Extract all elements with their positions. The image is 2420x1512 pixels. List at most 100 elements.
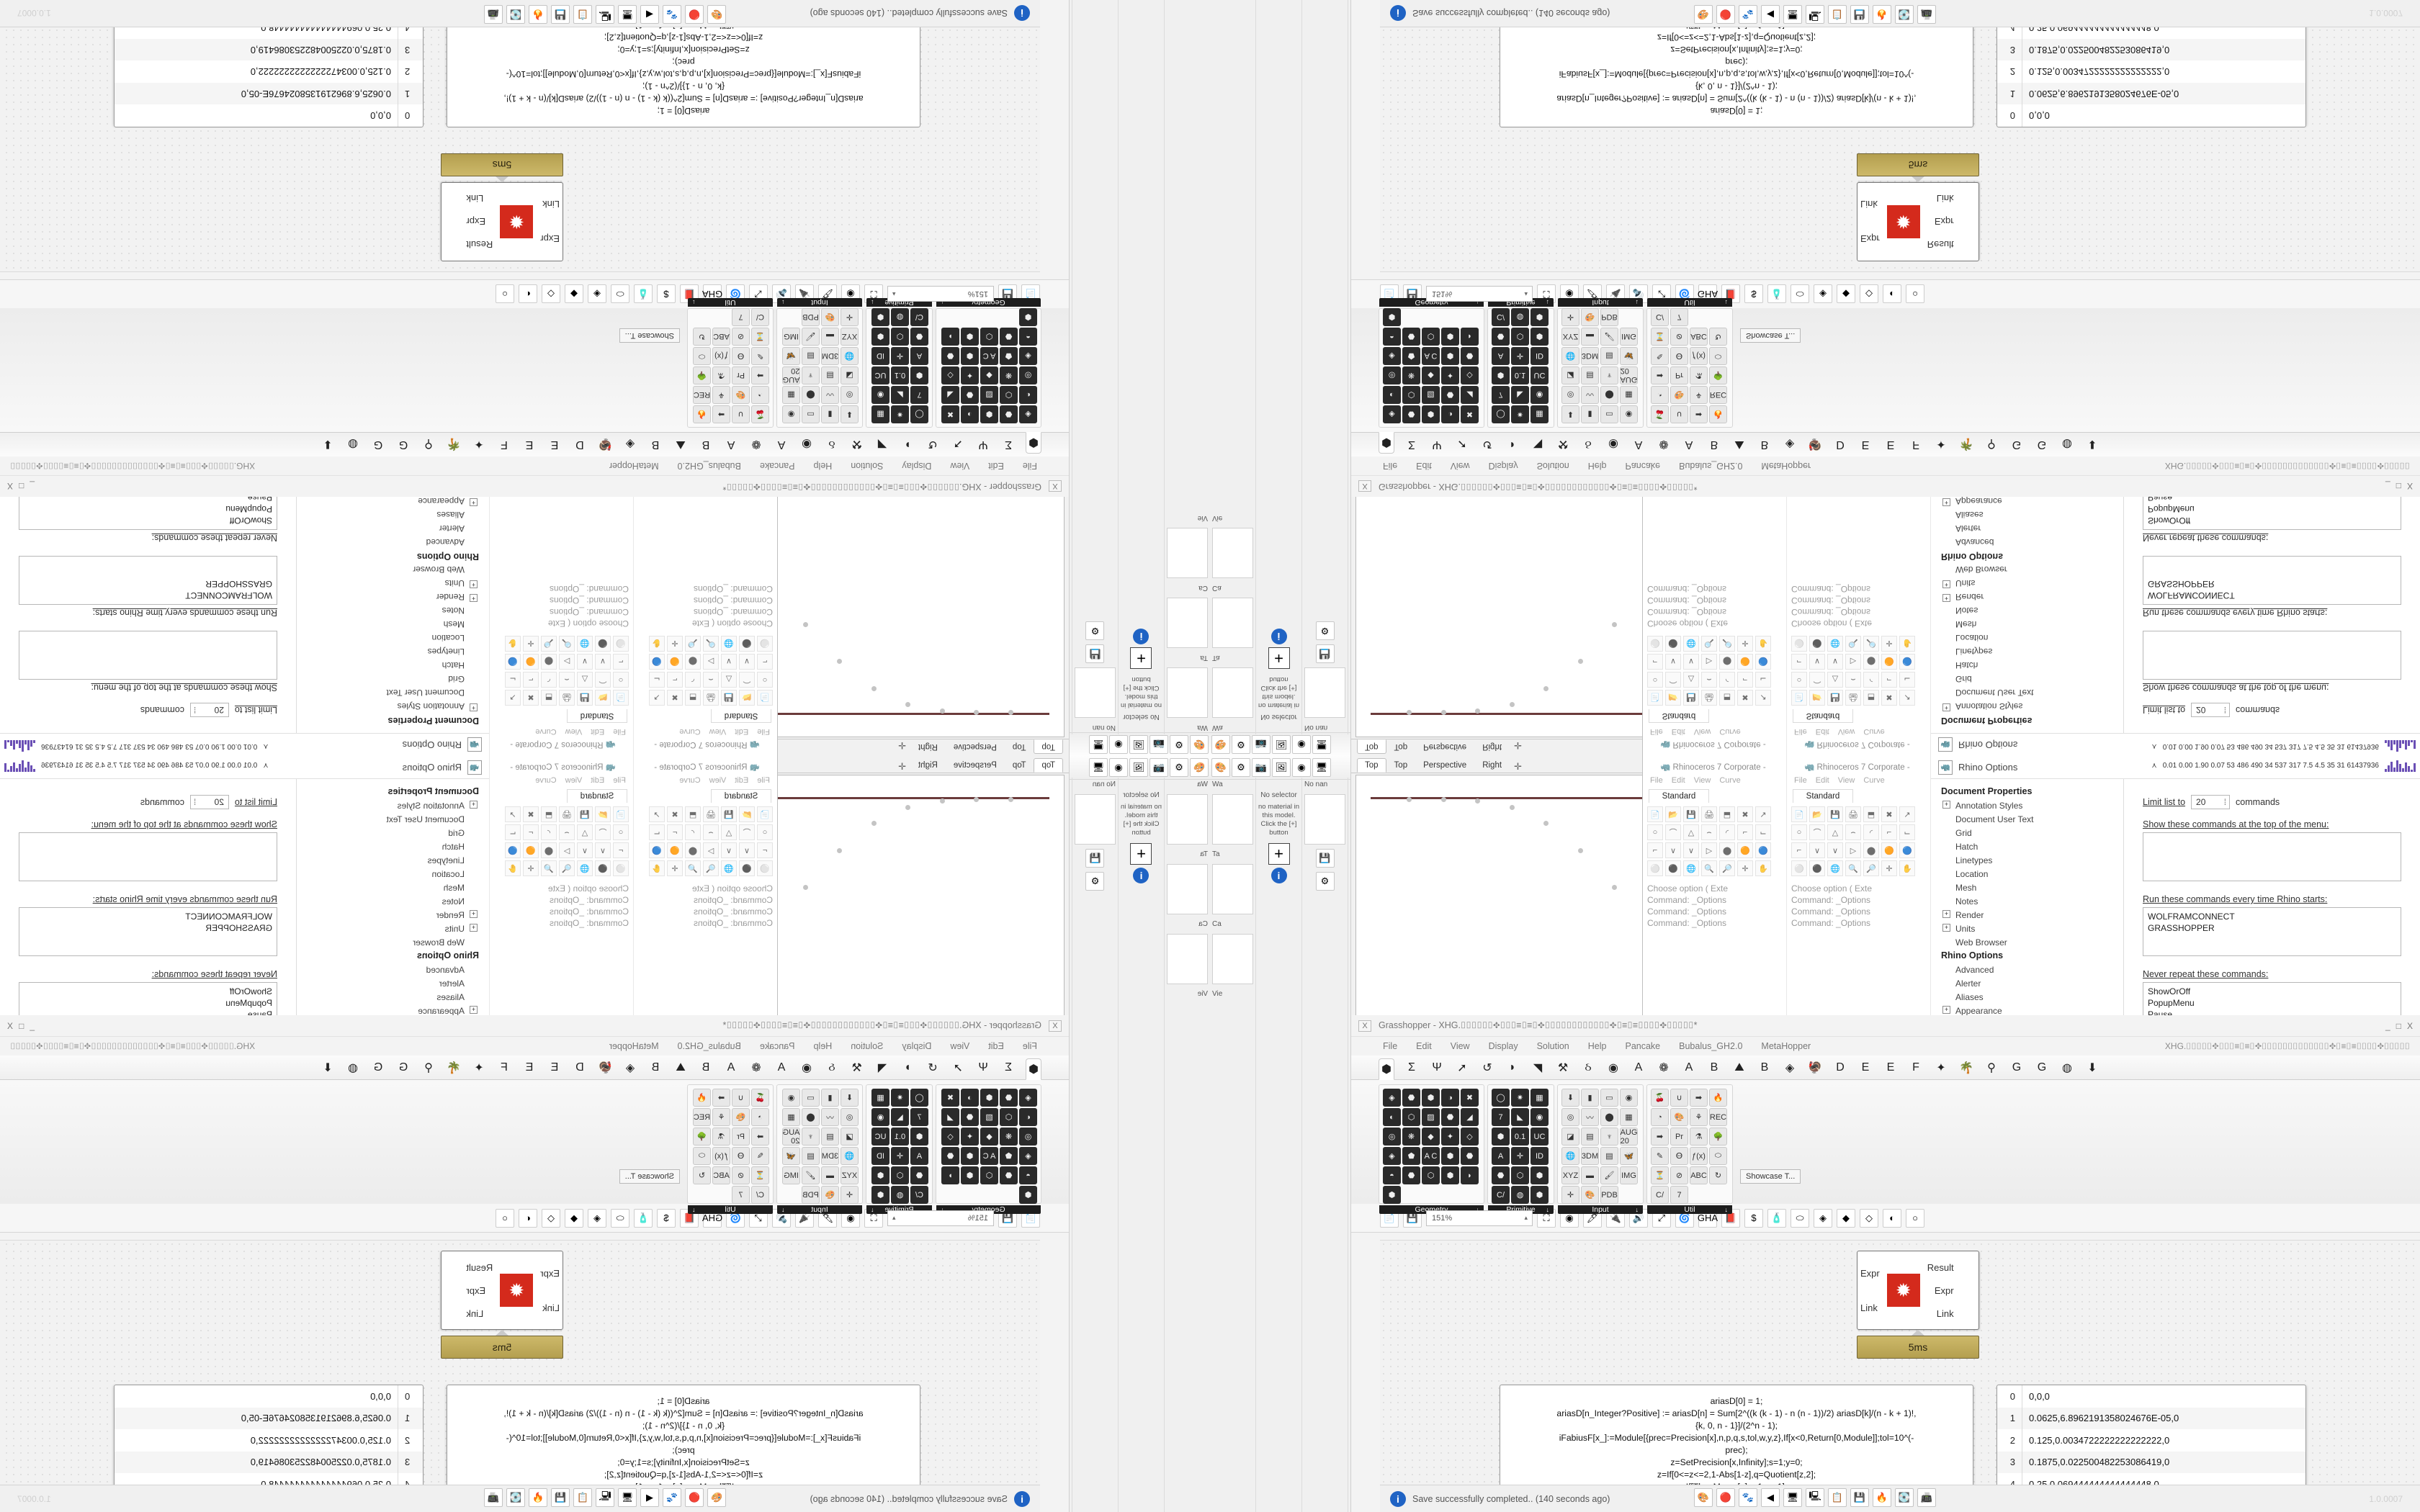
taskbar-icon-3[interactable]: ◀ — [1761, 1488, 1780, 1507]
ribbon-component-icon[interactable]: 0.1 — [1511, 1128, 1529, 1146]
ribbon-component-icon[interactable]: ◔ — [1651, 1108, 1669, 1126]
ribbon-component-icon[interactable]: ⬢ — [980, 405, 998, 423]
viewport-tab-right[interactable]: Right — [1482, 742, 1502, 751]
shape-b-icon[interactable]: ◈ — [1814, 1208, 1832, 1228]
ribbon-component-icon[interactable]: ⬢ — [1531, 1186, 1549, 1204]
ribbon-component-icon[interactable]: ▭ — [802, 1089, 820, 1107]
ribbon-component-icon[interactable]: ⬢ — [871, 1166, 889, 1184]
options-tree-location[interactable]: Location — [297, 867, 489, 881]
ribbon-component-icon[interactable]: ➡ — [1690, 1089, 1708, 1107]
addon-b1-tab[interactable]: B — [702, 438, 710, 451]
shape-d-icon[interactable]: ◇ — [542, 284, 560, 304]
expand-icon[interactable]: + — [1942, 594, 1950, 602]
circle-dash-icon[interactable]: ○ — [1906, 284, 1924, 304]
maths-tab[interactable]: Σ — [1005, 438, 1012, 451]
shape-b-icon[interactable]: ◈ — [1814, 284, 1832, 304]
ribbon-component-icon[interactable]: ⬢ — [961, 328, 979, 346]
viewport-tab-perspective[interactable]: Perspective — [953, 761, 997, 770]
options-tree-hatch[interactable]: Hatch — [1931, 840, 2123, 853]
ribbon-component-icon[interactable]: ◎ — [1019, 1128, 1037, 1146]
vector-tab[interactable]: ➚ — [1457, 1061, 1467, 1074]
port-result-out[interactable]: Result — [1927, 1261, 1954, 1273]
ribbon-component-icon[interactable]: ✖ — [941, 405, 959, 423]
display-icon[interactable]: 🖼 — [1272, 735, 1291, 754]
gh-menu-file[interactable]: File — [1022, 1041, 1037, 1051]
grasshopper-code-panel[interactable]: ariasD[0] = 1; ariasD[n_Integer?Positive… — [447, 27, 920, 127]
save-icon[interactable]: 💾 — [1085, 644, 1105, 663]
side-panel-icon-row[interactable]: 🎨 ⚙ 📷 🖼 ◉ 🖥 — [1210, 732, 1350, 756]
ribbon-component-icon[interactable]: ⊘ — [732, 328, 750, 346]
ribbon-component-icon[interactable]: ◣ — [1511, 386, 1529, 404]
ribbon-component-icon[interactable]: ✷ — [891, 1089, 909, 1107]
addon-b2-tab[interactable]: ⛰ — [676, 438, 686, 451]
addon-c-tab[interactable]: 🦃 — [1808, 438, 1822, 451]
ribbon-component-icon[interactable]: ◎ — [1383, 1128, 1401, 1146]
gh-menu-pancake[interactable]: Pancake — [1625, 1041, 1661, 1051]
options-tree-hatch[interactable]: Hatch — [1931, 659, 2123, 672]
close-window-icon[interactable]: X — [2406, 481, 2413, 492]
ribbon-component-icon[interactable]: ▤ — [821, 366, 839, 384]
ribbon-component-icon[interactable]: ⚗ — [1690, 366, 1708, 384]
ribbon-component-icon[interactable]: ABC — [712, 1166, 730, 1184]
add-material-button[interactable]: + — [1268, 647, 1290, 669]
ribbon-component-icon[interactable]: ▭ — [802, 405, 820, 423]
ribbon-component-icon[interactable]: ⬡ — [891, 328, 909, 346]
addon-a3-tab[interactable]: A — [1685, 1061, 1693, 1074]
ribbon-component-icon[interactable]: 🔥 — [1709, 405, 1727, 423]
ribbon-component-icon[interactable]: ⏳ — [751, 1166, 769, 1184]
addon-i-tab[interactable]: ⬇ — [323, 1061, 333, 1074]
save-icon[interactable]: 💾 — [1315, 644, 1335, 663]
curve-tab[interactable]: ↺ — [1482, 438, 1492, 451]
ribbon-component-icon[interactable]: ID — [871, 1147, 889, 1165]
options-tree-web-browser[interactable]: Web Browser — [1931, 935, 2123, 949]
ribbon-component-icon[interactable]: ↻ — [1709, 1166, 1727, 1184]
ribbon-component-icon[interactable]: ⬢ — [1492, 1128, 1510, 1146]
options-tree-linetypes[interactable]: Linetypes — [1931, 853, 2123, 867]
limit-list-spinner[interactable]: 20 — [189, 703, 229, 717]
port-expr-in[interactable]: Expr — [1860, 1267, 1880, 1279]
addon-a3-tab[interactable]: A — [727, 1061, 735, 1074]
ribbon-component-icon[interactable]: ⬢ — [1019, 308, 1037, 326]
windows-taskbar[interactable]: 🎨 🔴 🐾 ◀ 🖥 🖳 📋 💾 🔥 💽 📠 — [0, 0, 1210, 29]
addon-b3-tab[interactable]: B — [1760, 438, 1769, 451]
ribbon-component-icon[interactable]: ⚘ — [1690, 1108, 1708, 1126]
sets-tab[interactable]: Ψ — [978, 438, 988, 451]
ribbon-component-icon[interactable]: 🍒 — [1651, 405, 1669, 423]
maths-tab[interactable]: Σ — [1005, 1061, 1012, 1074]
ribbon-component-icon[interactable]: 🌳 — [693, 1128, 711, 1146]
addon-g1-tab[interactable]: 🌴 — [447, 438, 461, 451]
addon-e1-tab[interactable]: E — [550, 1061, 559, 1074]
ribbon-component-icon[interactable]: ◪ — [1561, 366, 1579, 384]
layer-list[interactable] — [1304, 794, 1345, 845]
ribbon-component-icon[interactable]: ⬣ — [1402, 1166, 1420, 1184]
gh-menu-metahopper[interactable]: MetaHopper — [609, 1041, 659, 1051]
port-link-in[interactable]: Link — [1860, 1302, 1878, 1313]
viewport-tab-top[interactable]: Top — [1394, 742, 1408, 751]
viewport-tab-top-active[interactable]: Top — [1034, 758, 1063, 773]
ribbon-component-icon[interactable]: ◔ — [751, 386, 769, 404]
ribbon-component-icon[interactable]: ⬣ — [961, 386, 979, 404]
ribbon-component-icon[interactable]: ⊘ — [1670, 328, 1688, 346]
show-commands-textarea[interactable] — [19, 631, 277, 680]
viewport-tab-right[interactable]: Right — [918, 742, 938, 751]
ribbon-component-icon[interactable]: ❋ — [1402, 366, 1420, 384]
ribbon-component-icon[interactable]: ◍ — [1511, 1186, 1529, 1204]
shape-e-icon[interactable]: ◐ — [519, 1208, 537, 1228]
port-result-out[interactable]: Result — [466, 239, 493, 251]
ribbon-component-icon[interactable]: 🌐 — [1561, 1147, 1579, 1165]
options-tree-notes[interactable]: Notes — [1931, 894, 2123, 908]
save-icon[interactable]: 💾 — [1315, 849, 1335, 868]
ribbon-component-icon[interactable]: ➡ — [1651, 1128, 1669, 1146]
grasshopper-code-panel[interactable]: ariasD[0] = 1; ariasD[n_Integer?Positive… — [1500, 27, 1973, 127]
save-icon[interactable]: 💾 — [1085, 849, 1105, 868]
display-icon[interactable]: 🖼 — [1129, 758, 1148, 777]
settings-icon[interactable]: ⚙ — [1085, 621, 1105, 640]
port-expr-in[interactable]: Expr — [1860, 233, 1880, 245]
shape-b-icon[interactable]: ◈ — [588, 1208, 606, 1228]
ribbon-component-icon[interactable]: ◈ — [1019, 347, 1037, 365]
ribbon-component-icon[interactable]: 3DM — [821, 347, 839, 365]
ribbon-component-icon[interactable]: ✎ — [751, 1147, 769, 1165]
colorwheel-icon[interactable]: ◉ — [1109, 758, 1128, 777]
ribbon-component-icon[interactable]: ⬣ — [1000, 1166, 1018, 1184]
ribbon-component-icon[interactable]: ▦ — [1620, 386, 1638, 404]
